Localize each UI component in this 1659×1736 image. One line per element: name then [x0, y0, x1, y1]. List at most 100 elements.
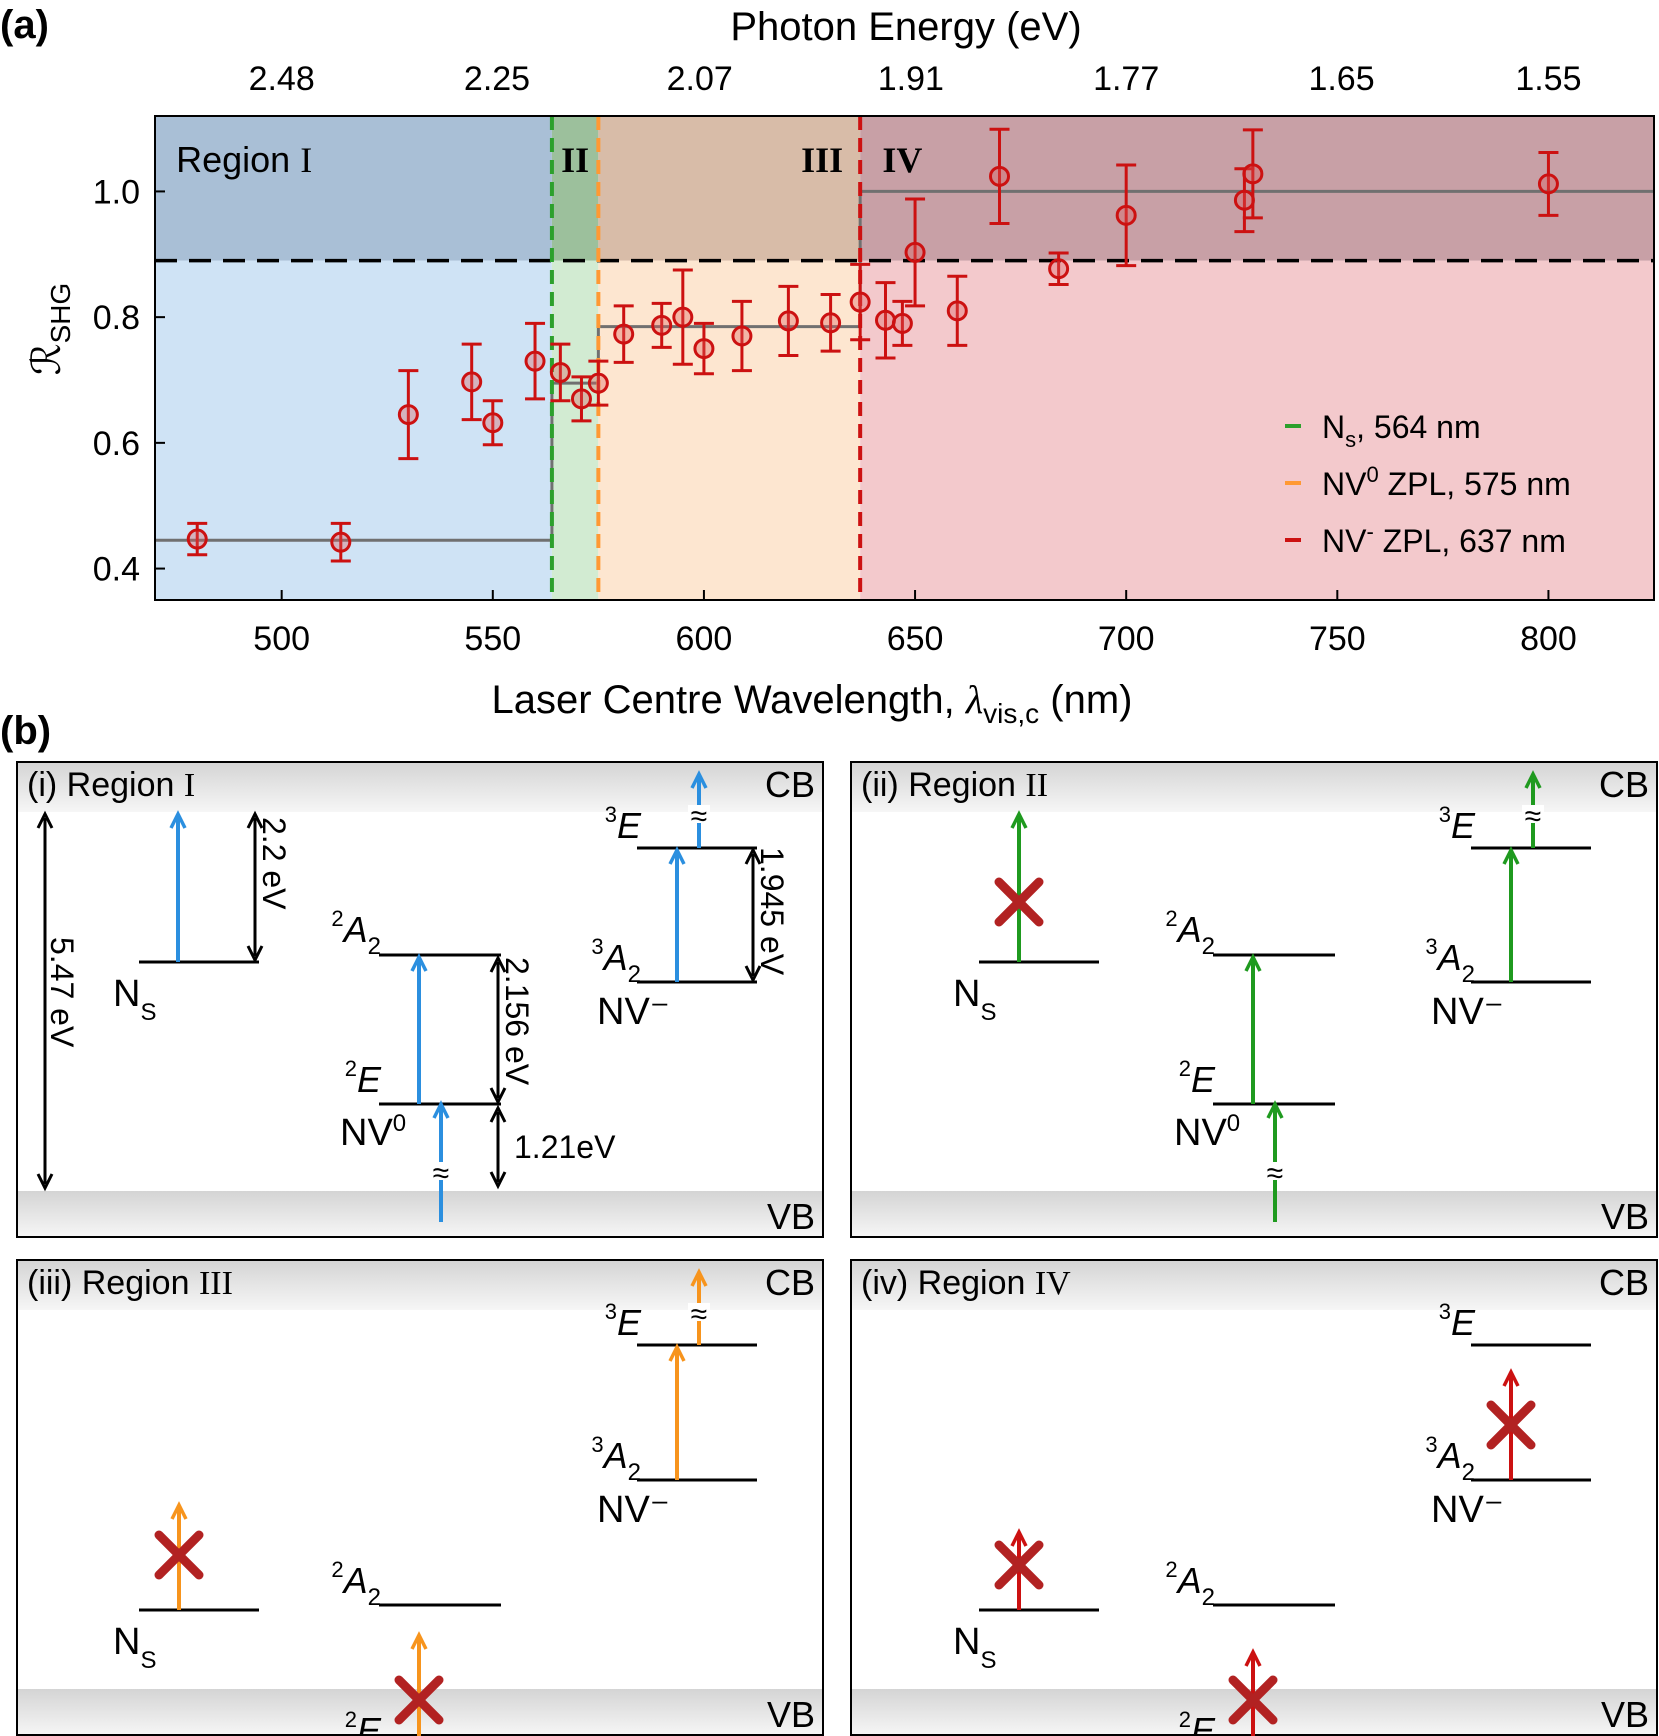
level-sup: 2: [345, 1056, 357, 1081]
level-sup: 3: [1425, 1432, 1437, 1457]
cb-label: CB: [1599, 1262, 1649, 1303]
diagram-title-roman: IV: [1035, 1265, 1071, 1302]
energy-diagram-3: (iii) Region IIICBVBNS2A22ENV03E3A2NV⁻≈: [16, 1259, 824, 1736]
data-point: [397, 404, 419, 426]
level-main: A: [602, 937, 628, 978]
arrow-head: [668, 846, 686, 865]
arrow-head: [1010, 810, 1028, 829]
level-main: A: [1436, 1435, 1462, 1476]
conduction-band: [17, 762, 823, 812]
region-label-roman: II: [561, 140, 589, 180]
diagram-title: (iii) Region III: [27, 1264, 233, 1302]
arrow-head: [410, 1631, 428, 1650]
arrow-head: [246, 945, 264, 964]
level-main: A: [342, 909, 368, 950]
level-main: E: [1451, 1302, 1476, 1343]
ns-label: NS: [953, 973, 996, 1026]
ns-main: N: [953, 1621, 980, 1663]
x-label-main: Laser Centre Wavelength,: [492, 678, 966, 722]
region-labels: Region I II III IV: [176, 139, 922, 180]
data-point: [651, 314, 673, 336]
data-point: [330, 531, 352, 553]
level-main: A: [1436, 937, 1462, 978]
cb-label: CB: [765, 1262, 815, 1303]
legend-rest: ZPL, 637 nm: [1374, 523, 1566, 559]
vb-label: VB: [1601, 1694, 1649, 1735]
data-point: [891, 312, 913, 334]
level-sup: 2: [1179, 1707, 1191, 1732]
break-gap: [1264, 1162, 1286, 1180]
level-main: A: [1176, 1560, 1202, 1601]
nv0-main: NV: [1174, 1112, 1227, 1154]
top-tick-label: 1.91: [878, 60, 944, 98]
arrow-head: [1266, 1100, 1284, 1119]
region-III-upper: [598, 116, 861, 261]
x-tick-label: 800: [1520, 620, 1577, 658]
arrow-head: [690, 1268, 708, 1287]
legend-label: NV0 ZPL, 575 nm: [1322, 462, 1571, 502]
region-IV-lower: [860, 260, 1654, 600]
level-main: E: [617, 805, 642, 846]
region-IV-upper: [860, 116, 1654, 261]
level-main: E: [617, 1302, 642, 1343]
region-label-roman: III: [801, 140, 843, 180]
energy-diagram-4: (iv) Region IVCBVBNS2A22ENV03E3A2NV⁻: [850, 1259, 1658, 1736]
level-2e: 2E: [345, 1707, 382, 1736]
data-point: [549, 361, 571, 383]
x-tick-label: 650: [887, 620, 944, 658]
plot-frame: [154, 115, 1655, 601]
top-tick-label: 1.55: [1515, 60, 1581, 98]
ns-label: NS: [113, 1621, 156, 1674]
data-point: [613, 323, 635, 345]
x-axis-label: Laser Centre Wavelength, λvis,c (nm): [492, 677, 1133, 729]
data-point: [874, 309, 896, 331]
zpl-marker-lines: [549, 116, 863, 600]
diagram-title-roman: I: [184, 767, 195, 804]
nvm-label: NV⁻: [597, 1489, 670, 1531]
data-point: [672, 306, 694, 328]
diagram-title: (ii) Region II: [861, 766, 1048, 804]
ns-main: N: [953, 973, 980, 1015]
top-tick-label: 1.65: [1308, 60, 1374, 98]
level-sup: 3: [591, 1432, 603, 1457]
diagram-title-roman: III: [199, 1265, 233, 1302]
cb-label: CB: [1599, 764, 1649, 805]
cross-mark: [994, 877, 1044, 927]
arrow-head: [489, 1087, 507, 1106]
level-main: A: [342, 1560, 368, 1601]
data-point: [570, 388, 592, 410]
energy-1-21-label: 1.21eV: [514, 1129, 616, 1165]
arrow-head: [1244, 953, 1262, 972]
cross-mark: [154, 1530, 204, 1580]
level-sup: 2: [1165, 906, 1177, 931]
data-point: [186, 528, 208, 550]
y-tick-label: 0.4: [93, 551, 140, 589]
arrow-head: [744, 965, 762, 984]
diagram-title-roman: II: [1025, 767, 1048, 804]
level-2e: 2E: [1179, 1056, 1216, 1100]
region-II-lower: [551, 260, 599, 600]
legend-rest: , 564 nm: [1356, 409, 1481, 445]
energy-5-47-label: 5.47 eV: [44, 937, 80, 1048]
region-label: II: [561, 140, 589, 180]
data-point: [777, 310, 799, 332]
x-label-lambda: λ: [965, 677, 983, 722]
level-sub: 2: [368, 1584, 381, 1611]
level-sup: 3: [605, 802, 617, 827]
diagram-title: (iv) Region IV: [861, 1264, 1071, 1302]
level-2e: 2E: [345, 1056, 382, 1100]
y-tick-label: 0.6: [93, 425, 140, 463]
vb-label: VB: [767, 1694, 815, 1735]
arrow-head: [489, 1104, 507, 1123]
energy-2-2-label: 2.2 eV: [256, 817, 292, 910]
level-sup: 3: [1425, 934, 1437, 959]
break-gap: [1522, 805, 1544, 823]
level-sup: 3: [591, 934, 603, 959]
level-sub: 2: [1202, 1584, 1215, 1611]
vb-label: VB: [1601, 1196, 1649, 1237]
diagram-title-prefix: (iii) Region: [27, 1264, 199, 1302]
level-sup: 2: [331, 906, 343, 931]
nv0-main: NV: [340, 1112, 393, 1154]
data-point: [524, 350, 546, 372]
